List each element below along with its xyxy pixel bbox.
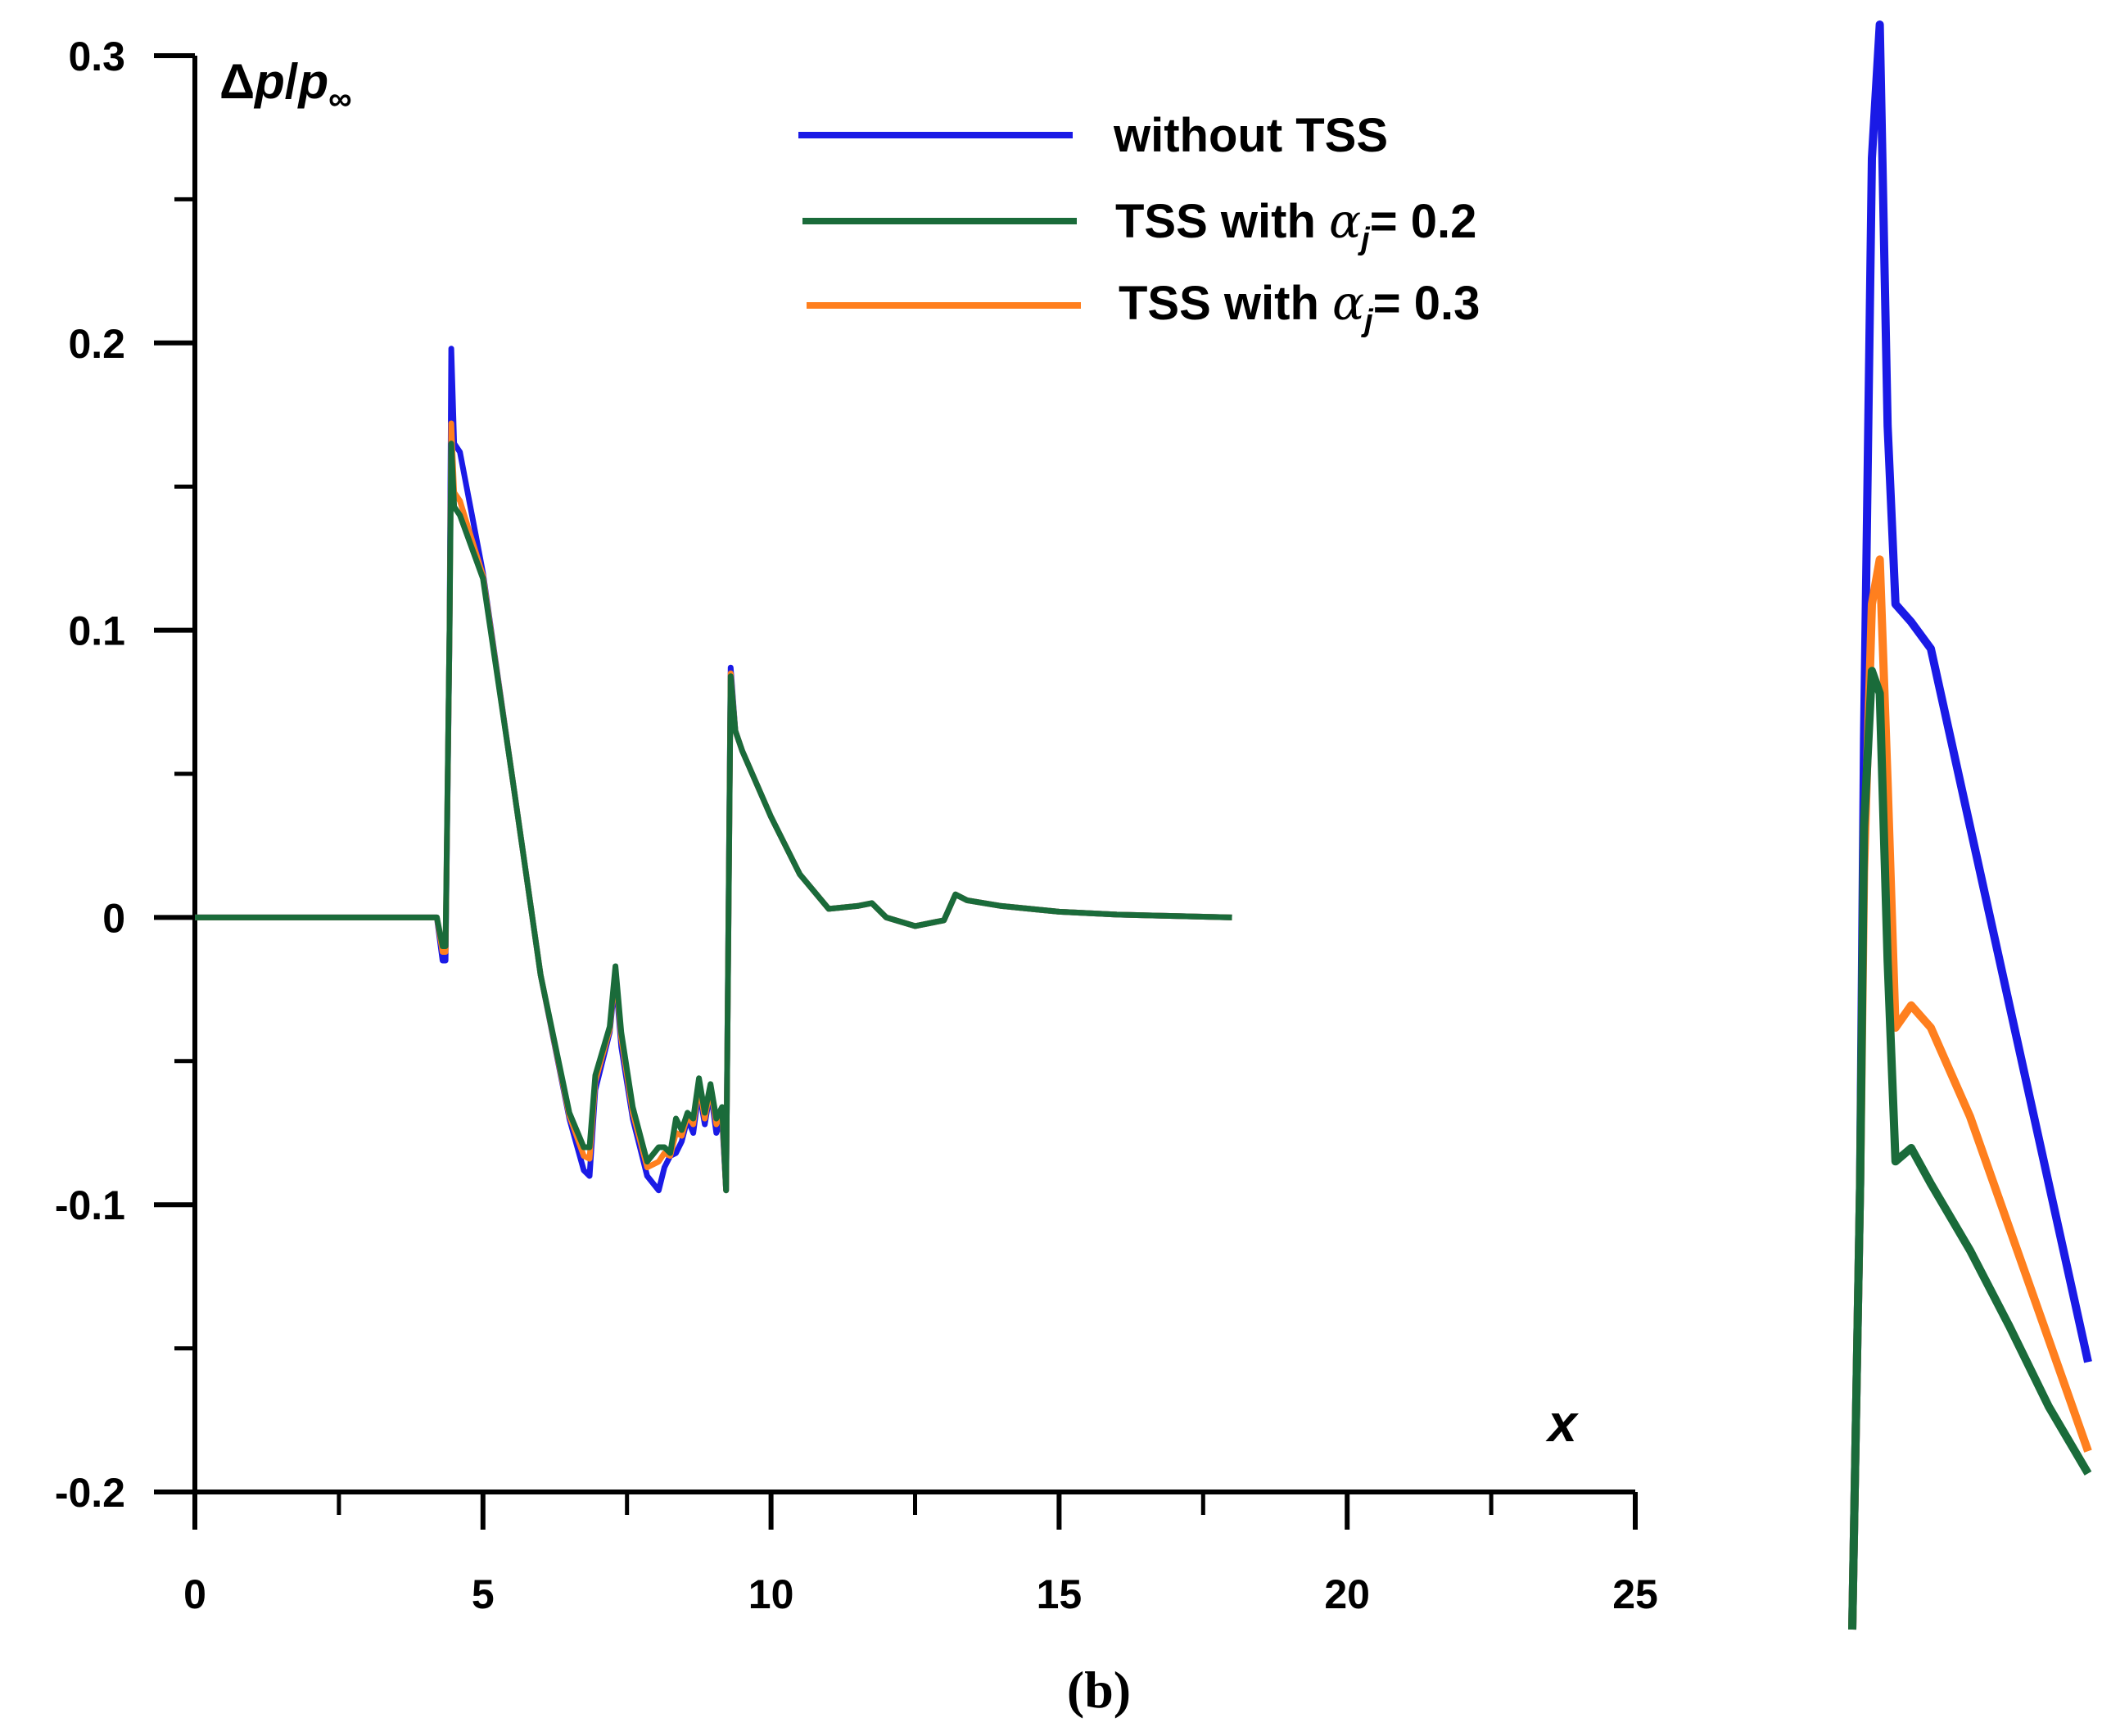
legend-tss-03-prefix: TSS with [1119,277,1332,330]
figure-caption: (b) [1067,1661,1131,1719]
legend-label-tss-03: TSS with αj= 0.3 [1119,275,1480,338]
series-lines [195,346,1232,1194]
legend-tss-02-prefix: TSS with [1115,195,1329,248]
y-axis-title: Δp/p∞ [219,54,352,117]
y-axis-title-sub: ∞ [328,81,352,117]
y-tick-label: -0.2 [55,1470,125,1516]
legend-label-tss-02: TSS with αj= 0.2 [1115,193,1476,256]
inset-line-1 [1848,555,2092,1630]
x-tick-label: 5 [472,1571,495,1617]
legend-tss-02-sub: j [1357,222,1371,256]
y-tick-label: 0 [102,895,125,941]
y-axis-title-slash: / [285,54,299,109]
x-tick-label: 10 [748,1571,794,1617]
x-tick-label: 0 [183,1571,206,1617]
series-line-0 [195,346,1232,1194]
series-line-1 [195,441,1232,1194]
x-tick-label: 25 [1612,1571,1658,1617]
y-ticks: -0.2 -0.1 0 0.1 0.2 0.3 [55,34,195,1516]
x-axis-title: x [1545,1394,1579,1453]
series-line-2 [195,420,1232,1194]
legend-tss-03-sub: j [1360,304,1374,338]
y-axis-title-p: p [253,54,285,109]
legend-tss-03-value: = 0.3 [1373,277,1480,330]
inset-plot [1848,20,2092,1630]
y-tick-label: 0.3 [68,34,125,79]
y-tick-label: 0.2 [68,321,125,367]
y-axis-title-delta: Δ [219,54,255,109]
legend-tss-02-alpha: α [1329,193,1361,249]
legend: without TSS TSS with αj= 0.2 TSS with αj… [798,109,1480,338]
x-ticks: 0 5 10 15 20 25 [183,1492,1658,1617]
legend-label-without-tss: without TSS [1113,109,1388,162]
inset-line-2 [1848,667,2092,1630]
y-tick-label: -0.1 [55,1182,125,1228]
inset-lines [1848,20,2092,1630]
x-tick-label: 15 [1037,1571,1083,1617]
y-axis-title-p2: p [296,54,328,109]
y-tick-label: 0.1 [68,608,125,654]
legend-tss-02-value: = 0.2 [1370,195,1477,248]
main-plot: -0.2-0.100.10.20.3 0 5 10 15 20 25 Δp/p∞ x wi… [55,34,1658,1617]
x-tick-label: 20 [1324,1571,1370,1617]
legend-tss-03-alpha: α [1332,275,1364,331]
